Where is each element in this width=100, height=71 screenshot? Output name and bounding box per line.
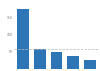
Bar [51,52,62,69]
Bar [17,9,29,69]
Bar [84,60,96,69]
Bar [34,49,46,69]
Bar [67,56,79,69]
